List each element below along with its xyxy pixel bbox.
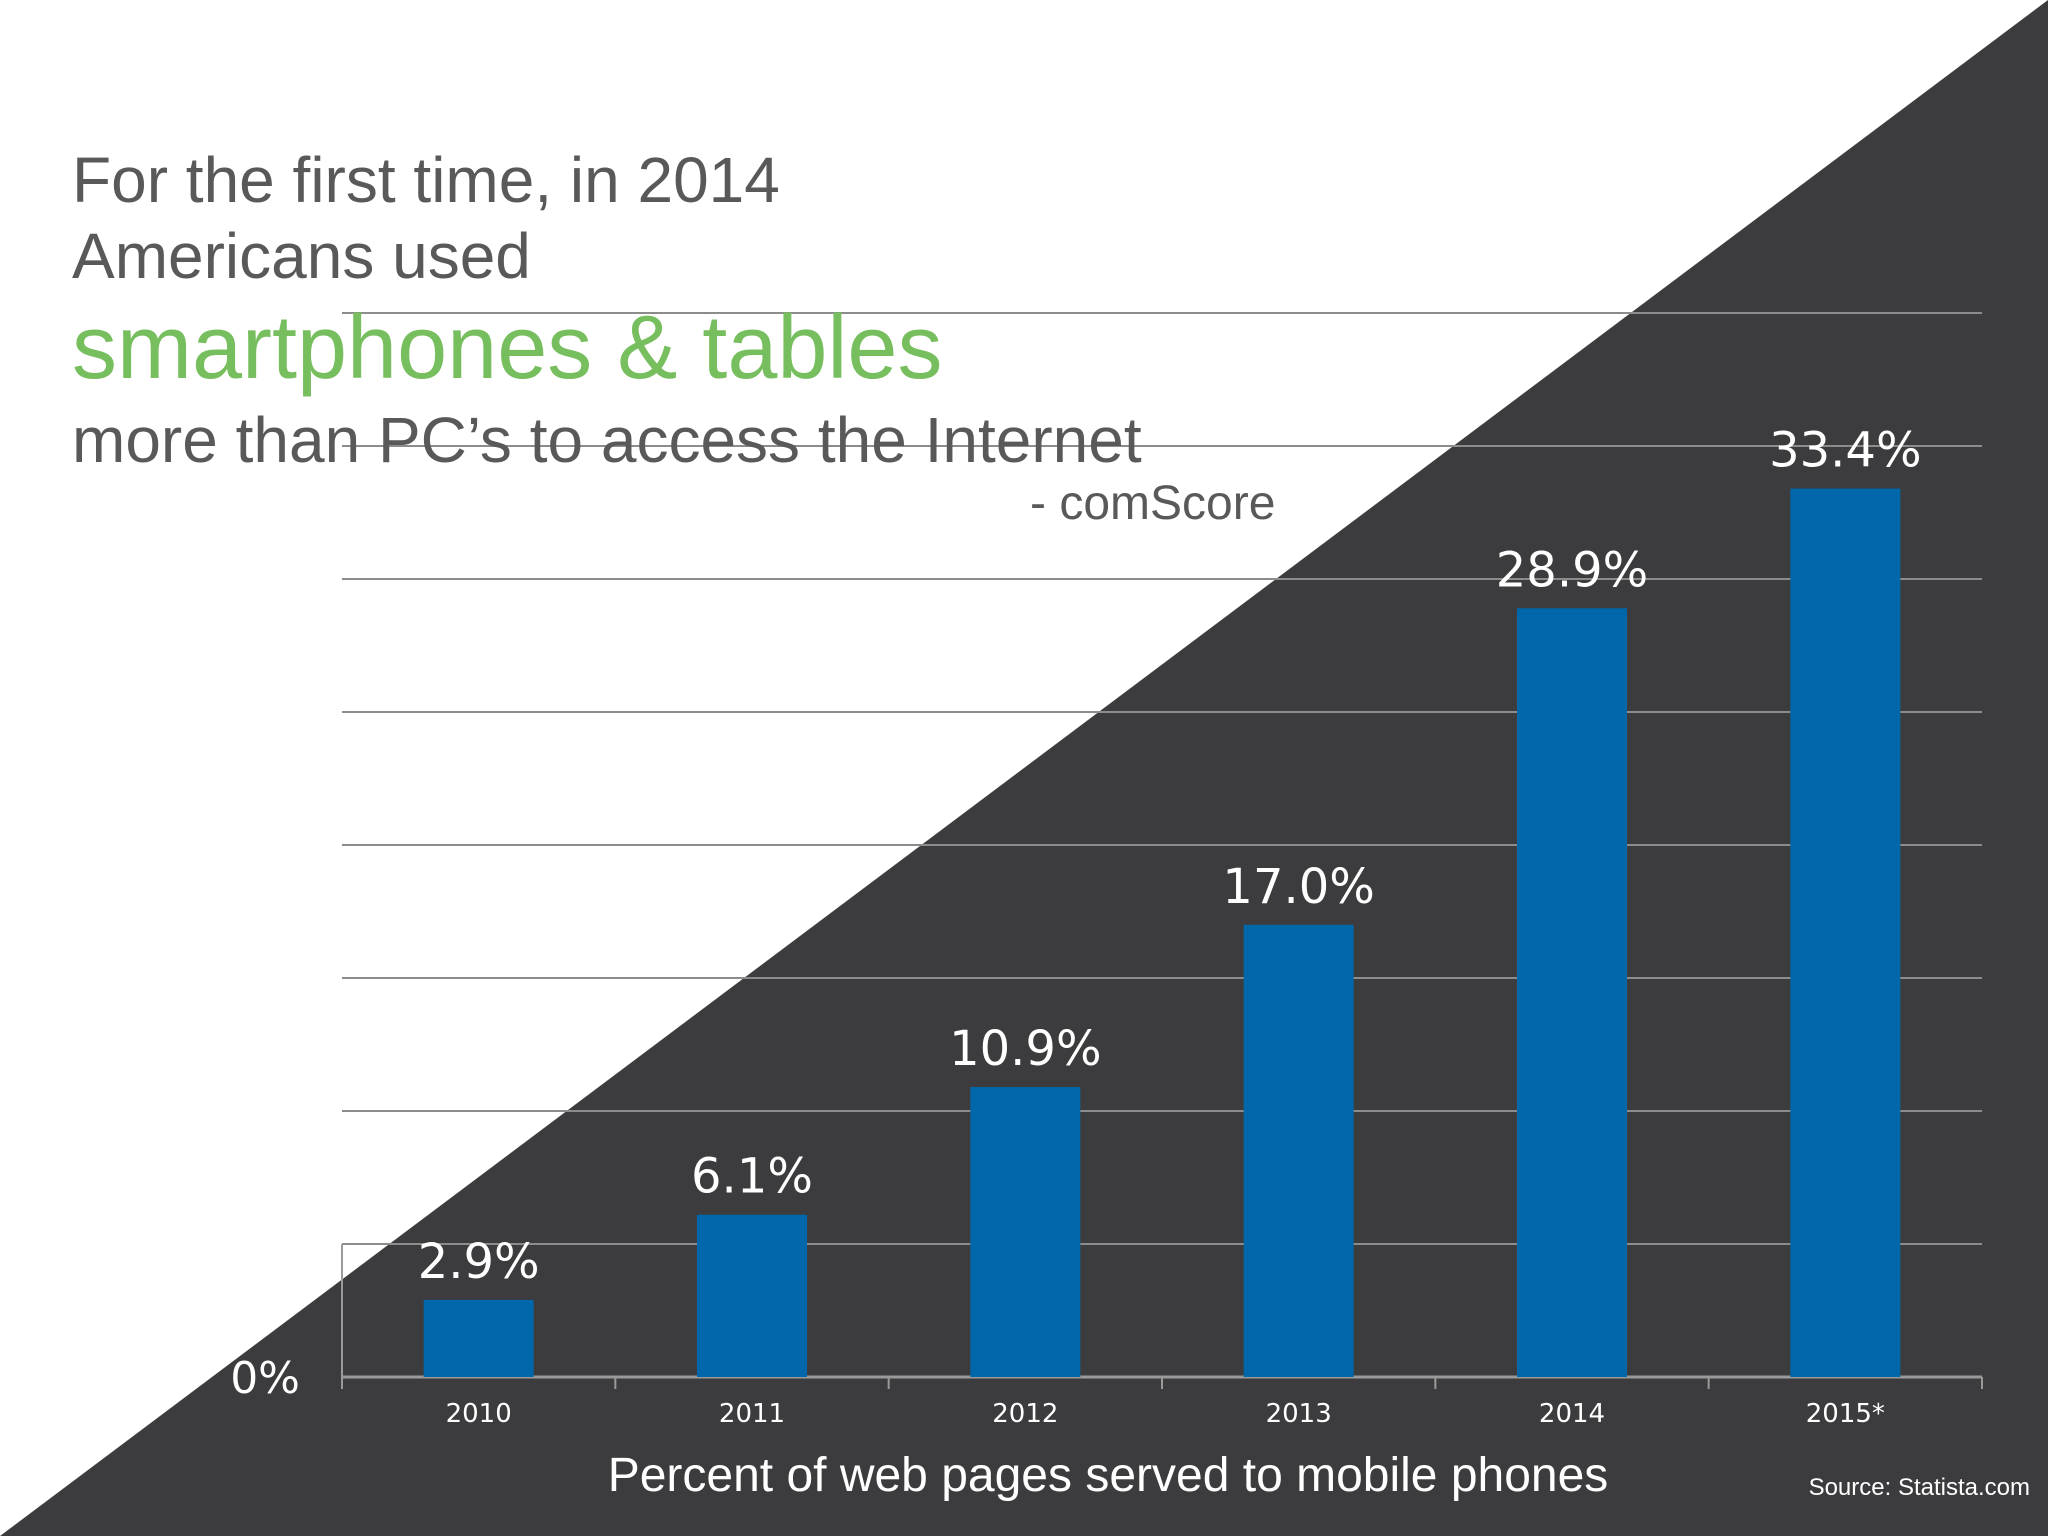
bar-2011 — [697, 1214, 807, 1377]
x-tick-label: 2011 — [719, 1399, 785, 1429]
bars — [423, 488, 1901, 1377]
x-tick-label: 2012 — [992, 1399, 1058, 1429]
headline-attribution: - comScore — [1030, 477, 1276, 530]
x-tick-label: 2015* — [1806, 1399, 1885, 1429]
headline-line-2: Americans used — [72, 220, 531, 292]
data-label: 33.4% — [1769, 423, 1921, 479]
data-label: 17.0% — [1222, 859, 1374, 915]
gridlines — [342, 312, 1982, 1245]
x-tick-label: 2013 — [1266, 1399, 1332, 1429]
data-label: 28.9% — [1496, 542, 1648, 598]
data-label: 10.9% — [949, 1021, 1101, 1077]
headline-line-4: more than PC’s to access the Internet — [72, 404, 1142, 476]
x-tick-label: 2010 — [446, 1399, 512, 1429]
source-credit: Source: Statista.com — [1808, 1474, 2030, 1501]
data-label: 6.1% — [691, 1149, 813, 1205]
headline-highlight: smartphones & tables — [72, 298, 943, 398]
headline-line-1: For the first time, in 2014 — [72, 144, 780, 216]
x-axis — [341, 1244, 1983, 1389]
bar-2014 — [1517, 608, 1627, 1377]
tick-labels: 2010 2011 2012 2013 2014 2015* 0% — [230, 1353, 1885, 1429]
x-tick-label: 2014 — [1539, 1399, 1605, 1429]
data-label: 2.9% — [418, 1234, 540, 1290]
bar-2010 — [423, 1299, 534, 1377]
bar-2015 — [1790, 488, 1901, 1377]
x-axis-title: Percent of web pages served to mobile ph… — [607, 1449, 1609, 1502]
bar-2013 — [1243, 924, 1354, 1377]
y-tick-label: 0% — [230, 1353, 300, 1404]
bar-2012 — [970, 1087, 1081, 1377]
data-labels: 2.9% 6.1% 10.9% 17.0% 28.9% 33.4% — [418, 423, 1922, 1290]
